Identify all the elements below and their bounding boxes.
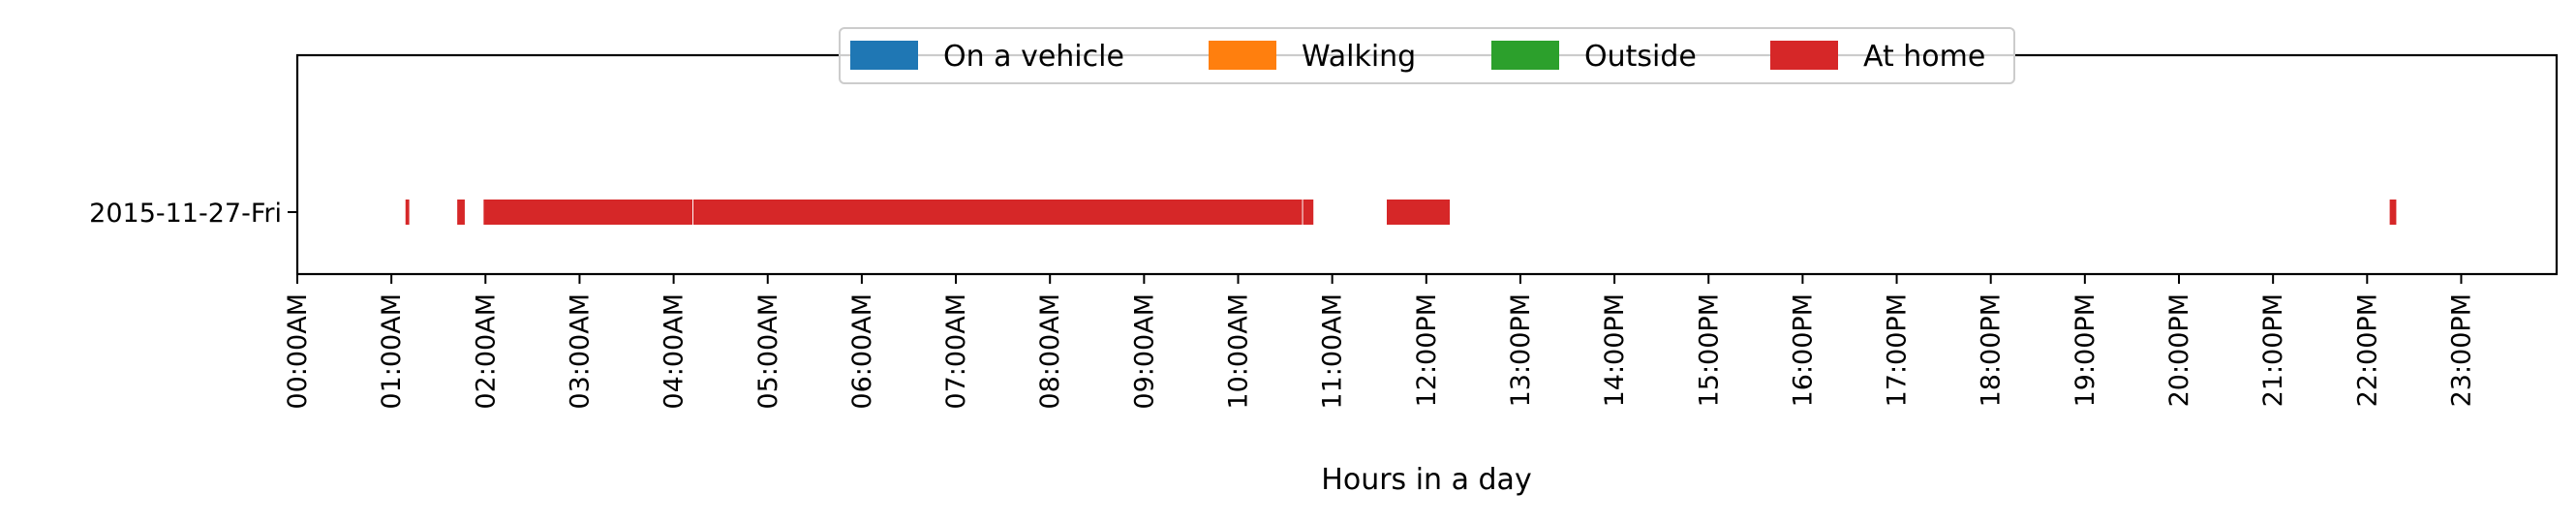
legend-label: At home <box>1863 40 1985 74</box>
legend-swatch <box>1209 41 1276 70</box>
legend-swatch <box>1770 41 1838 70</box>
bar-at-home-1 <box>457 200 465 225</box>
x-axis-title: Hours in a day <box>1321 463 1531 497</box>
bar-at-home-4 <box>1303 200 1314 225</box>
x-tick-label: 06:00AM <box>847 293 877 410</box>
x-tick-label: 07:00AM <box>941 293 971 410</box>
bar-at-home-5 <box>1387 200 1451 225</box>
x-tick-label: 02:00AM <box>471 293 501 410</box>
legend: On a vehicle Walking Outside At home <box>839 27 2015 84</box>
x-tick-label: 03:00AM <box>565 293 595 410</box>
y-tick-label: 2015-11-27-Fri <box>89 199 282 229</box>
x-tick-label: 14:00PM <box>1600 293 1630 407</box>
x-tick-label: 11:00AM <box>1318 293 1348 410</box>
x-tick-label: 12:00PM <box>1412 293 1442 407</box>
x-tick-label: 21:00PM <box>2258 293 2288 407</box>
bars-layer <box>405 200 2397 225</box>
x-tick-label: 13:00PM <box>1506 293 1536 407</box>
x-tick-label: 09:00AM <box>1129 293 1159 410</box>
x-tick-label: 00:00AM <box>283 293 313 410</box>
plot-area <box>297 55 2557 274</box>
legend-label: Outside <box>1584 40 1697 74</box>
x-tick-label: 05:00AM <box>753 293 783 410</box>
x-tick-label: 15:00PM <box>1694 293 1724 407</box>
bar-at-home-0 <box>405 200 410 225</box>
x-tick-label: 18:00PM <box>1977 293 2007 407</box>
legend-label: Walking <box>1302 40 1416 74</box>
x-tick-label: 08:00AM <box>1035 293 1065 410</box>
x-axis: 00:00AM 01:00AM 02:00AM 03:00AM 04:00AM 05:00… <box>283 274 2476 410</box>
x-tick-label: 20:00PM <box>2164 293 2194 407</box>
x-tick-label: 16:00PM <box>1788 293 1818 407</box>
x-tick-label: 01:00AM <box>377 293 407 410</box>
x-tick-label: 19:00PM <box>2070 293 2101 407</box>
legend-label: On a vehicle <box>943 40 1124 74</box>
bar-at-home-6 <box>2389 200 2397 225</box>
x-tick-label: 04:00AM <box>659 293 690 410</box>
bar-at-home-3 <box>693 200 1303 225</box>
x-tick-label: 10:00AM <box>1224 293 1254 410</box>
legend-swatch <box>850 41 918 70</box>
x-tick-label: 22:00PM <box>2352 293 2382 407</box>
x-tick-label: 23:00PM <box>2446 293 2476 407</box>
y-axis: 2015-11-27-Fri <box>89 199 297 229</box>
x-tick-label: 17:00PM <box>1883 293 1913 407</box>
bar-at-home-2 <box>483 200 693 225</box>
legend-swatch <box>1491 41 1559 70</box>
legend-box <box>839 27 2015 84</box>
